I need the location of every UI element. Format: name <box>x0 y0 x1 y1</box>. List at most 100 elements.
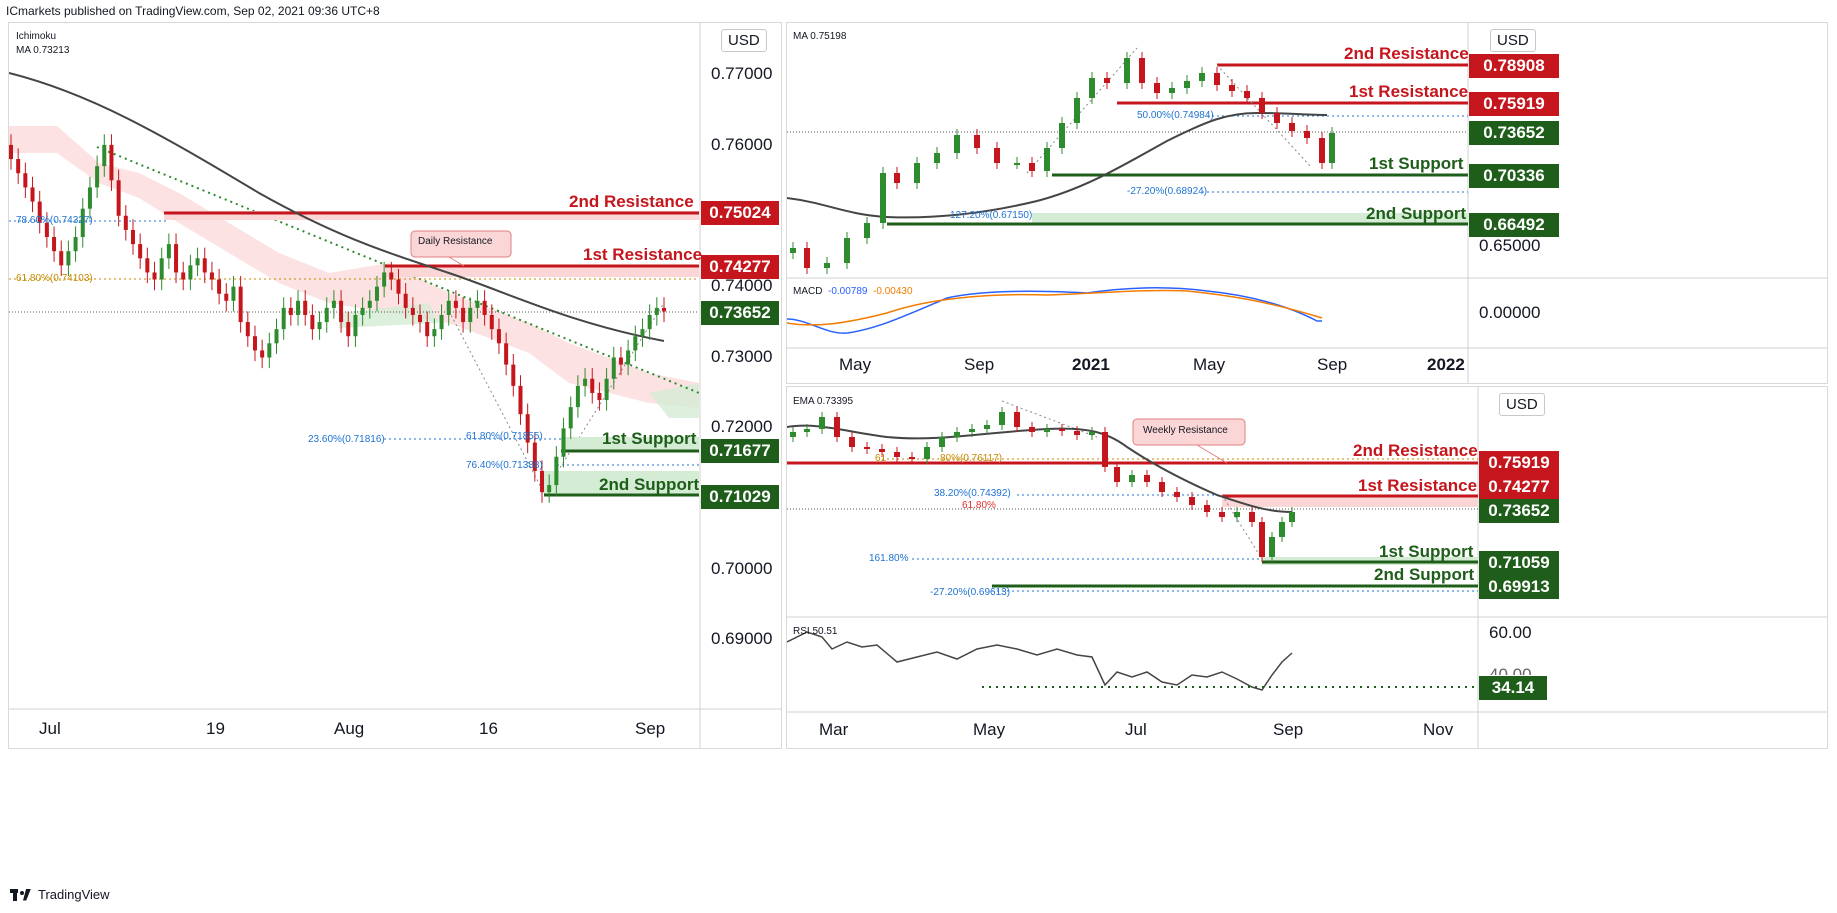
resistance-2-label: 2nd Resistance <box>1353 441 1478 460</box>
candle-body <box>844 238 850 263</box>
candle-body <box>554 456 559 486</box>
support-zone-1 <box>561 437 699 452</box>
candle-body <box>561 428 566 457</box>
candle-body <box>640 329 645 337</box>
candle-body <box>939 437 945 447</box>
macd-tick: 0.00000 <box>1479 303 1541 322</box>
support-1-label: 1st Support <box>1379 542 1474 561</box>
publisher-header: ICmarkets published on TradingView.com, … <box>6 4 380 18</box>
fib-786-label: 78.60%(0.74327) <box>16 215 93 226</box>
candle-body <box>130 229 135 245</box>
candle-body <box>611 357 616 379</box>
fib-272-label: -27.20%(0.69613) <box>930 587 1011 598</box>
tradingview-footer[interactable]: TradingView <box>10 887 110 902</box>
candle-body <box>1074 431 1080 435</box>
candle-body <box>59 251 64 266</box>
resistance-2-price-badge: 0.75919 <box>1479 451 1559 475</box>
candle-body <box>1289 123 1295 131</box>
support-2-price-badge: 0.66492 <box>1469 213 1559 237</box>
signal-value: -0.00430 <box>873 286 913 297</box>
x-tick: 16 <box>479 719 498 738</box>
candle-body <box>95 166 100 188</box>
candle-body <box>260 350 265 358</box>
candle-body <box>1174 492 1180 497</box>
candle-body <box>475 300 480 308</box>
candle-body <box>403 293 408 308</box>
candle-body <box>1219 512 1225 517</box>
candle-body <box>1279 522 1285 537</box>
resistance-2-price-badge: 0.78908 <box>1469 54 1559 78</box>
currency-button[interactable]: USD <box>1490 29 1536 52</box>
ichimoku-cloud <box>9 126 699 408</box>
candle-body <box>80 208 85 238</box>
candle-body <box>1259 522 1265 557</box>
x-tick: Sep <box>1273 720 1304 739</box>
candle-body <box>468 307 473 323</box>
candle-body <box>540 470 545 493</box>
y-tick: 0.76000 <box>711 135 773 154</box>
resistance-2-label: 2nd Resistance <box>1344 44 1469 63</box>
rsi-label: RSI 50.51 <box>793 626 838 637</box>
candle-body <box>1129 475 1135 482</box>
candle-body <box>217 279 222 294</box>
candle-body <box>195 258 200 266</box>
support-1-label: 1st Support <box>1369 154 1464 173</box>
current-price-badge: 0.73652 <box>701 301 779 325</box>
y-tick: 0.65000 <box>1479 236 1541 255</box>
candle-body <box>346 322 351 337</box>
fib-guide-dotted-2 <box>1216 64 1313 169</box>
fib-382-label: 38.20%(0.74392) <box>934 488 1011 499</box>
x-tick: May <box>1193 355 1226 374</box>
y-tick: 0.77000 <box>711 64 773 83</box>
candle-body <box>382 272 387 287</box>
candle-body <box>804 248 810 268</box>
candle-body <box>23 173 28 188</box>
candle-body <box>453 300 458 308</box>
candle-body <box>152 272 157 280</box>
candle-body <box>102 144 107 167</box>
candle-body <box>202 258 207 273</box>
candle-body <box>1114 467 1120 482</box>
x-tick: 2022 <box>1427 355 1465 374</box>
candle-body <box>590 378 595 393</box>
currency-button[interactable]: USD <box>721 29 767 52</box>
candle-body <box>1259 98 1265 113</box>
candle-body <box>461 307 466 323</box>
fib-guide-dotted <box>1026 47 1138 174</box>
support-2-label: 2nd Support <box>599 475 700 494</box>
candle-body <box>374 286 379 301</box>
weekly-chart-panel-2[interactable]: EMA 0.73395 USD Weekly Resistance 61 80%… <box>786 386 1828 749</box>
candle-body <box>30 187 35 202</box>
candle-body <box>604 378 609 401</box>
callout-pointer <box>448 256 465 267</box>
candle-body <box>1249 512 1255 522</box>
fib-guide-dotted <box>448 310 545 494</box>
candle-body <box>1102 432 1108 467</box>
x-tick: 19 <box>206 719 225 738</box>
daily-chart-panel[interactable]: Ichimoku MA 0.73213 USD Daily Resistance… <box>8 22 782 749</box>
candle-body <box>1199 73 1205 81</box>
moving-average-line <box>786 111 1328 219</box>
candle-body <box>1144 475 1150 482</box>
candle-body <box>914 163 920 183</box>
candle-body <box>166 244 171 259</box>
candle-body <box>303 300 308 315</box>
candle-body <box>138 244 143 259</box>
weekly-chart-panel[interactable]: MA 0.75198 USD 50.00%(0.74984) -27.20%(0… <box>786 22 1828 384</box>
candle-body <box>317 322 322 330</box>
candle-body <box>360 307 365 315</box>
candle-body <box>1189 497 1195 505</box>
candle-body <box>274 329 279 344</box>
signal-line <box>786 289 1323 326</box>
resistance-1-label: 1st Resistance <box>583 245 703 264</box>
candle-body <box>568 407 573 429</box>
currency-button[interactable]: USD <box>1499 393 1545 416</box>
candle-body <box>224 293 229 301</box>
fib-1272-label: 127.20%(0.67150) <box>950 210 1033 221</box>
support-1-price-badge: 0.71059 <box>1479 551 1559 575</box>
candle-body <box>37 201 42 223</box>
x-tick: May <box>839 355 872 374</box>
candle-body <box>396 279 401 294</box>
y-tick: 0.70000 <box>711 559 773 578</box>
candle-body <box>525 414 530 443</box>
